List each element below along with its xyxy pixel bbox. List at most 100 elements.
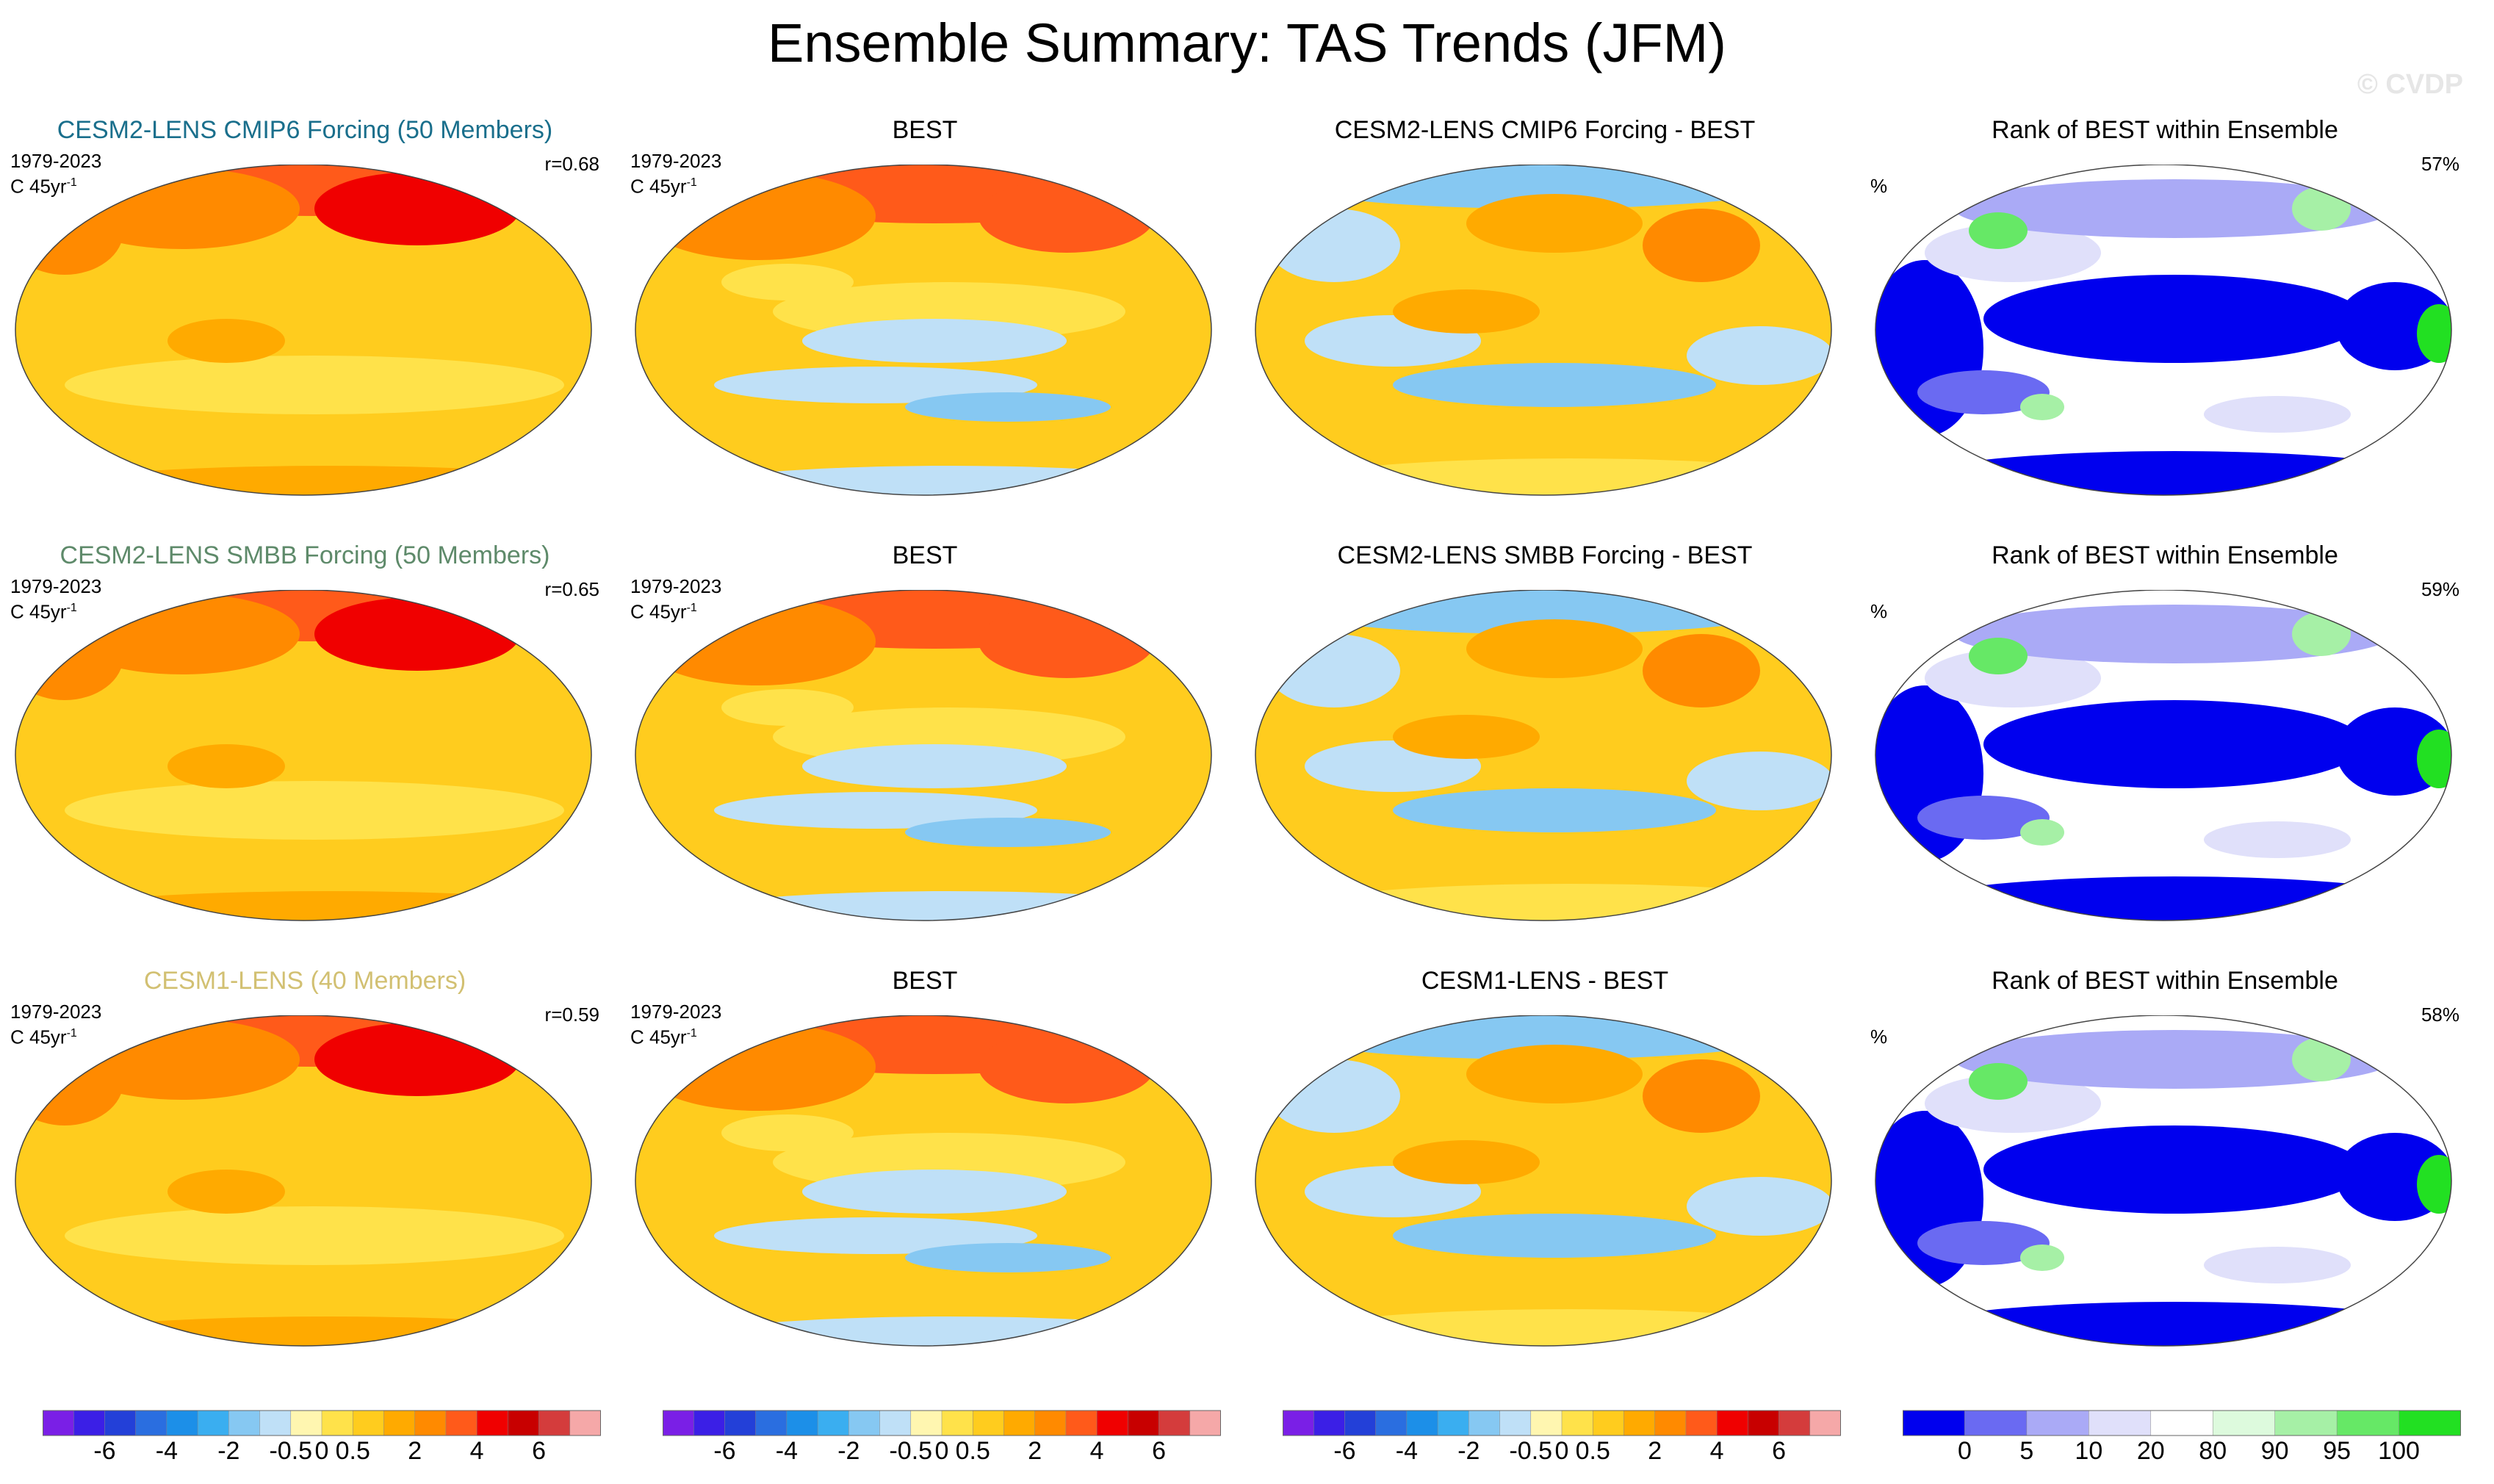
map-pattern-arctic-cool bbox=[1255, 165, 1831, 209]
map-pattern-atlantic-cool bbox=[1687, 752, 1831, 810]
map-pattern-green-patch-2 bbox=[2292, 612, 2351, 656]
colorbar-box bbox=[1499, 1410, 1532, 1436]
map-outline bbox=[1875, 590, 2452, 921]
map-pattern-indian-ocean bbox=[167, 1170, 285, 1214]
panel-model-row2: CESM2-LENS SMBB Forcing (50 Members) 197… bbox=[0, 541, 610, 953]
colorbar-tick-label: 6 bbox=[1152, 1437, 1167, 1465]
panel-title: CESM2-LENS SMBB Forcing - BEST bbox=[1337, 541, 1753, 569]
colorbar-tick-label: 0.5 bbox=[335, 1437, 370, 1465]
period-units-label: 1979-2023 C 45yr-1 bbox=[10, 1001, 101, 1048]
colorbar-box bbox=[508, 1410, 540, 1436]
colorbar-box bbox=[663, 1410, 694, 1436]
colorbar-box bbox=[2212, 1410, 2276, 1436]
map-outline bbox=[15, 165, 592, 496]
map-pattern-arctic-rank-mid bbox=[1954, 605, 2395, 663]
colorbar-frame bbox=[1903, 1410, 2461, 1436]
map-pattern-canada-warm bbox=[314, 1023, 520, 1096]
map-pattern-southern-band bbox=[65, 781, 564, 840]
colorbar-box bbox=[1065, 1410, 1098, 1436]
colorbar-box bbox=[228, 1410, 261, 1436]
panel-rank-row1: Rank of BEST within Ensemble % 57% bbox=[1860, 116, 2470, 527]
map-pattern-antarctic bbox=[50, 1316, 591, 1346]
colorbar-box bbox=[2150, 1410, 2213, 1436]
map-pattern-southern-band bbox=[65, 1206, 564, 1265]
period-units-label: 1979-2023 C 45yr-1 bbox=[630, 1001, 721, 1048]
units-exponent: -1 bbox=[66, 602, 77, 614]
colorbar-tick-label: -4 bbox=[1395, 1437, 1418, 1465]
colorbar-tick-label: 2 bbox=[408, 1437, 422, 1465]
panel-model-row3: CESM1-LENS (40 Members) 1979-2023 C 45yr-… bbox=[0, 967, 610, 1378]
colorbar-box bbox=[724, 1410, 757, 1436]
colorbar-box bbox=[352, 1410, 385, 1436]
colorbar-frame bbox=[663, 1410, 1221, 1436]
map-pattern-southern-band bbox=[1275, 458, 1831, 495]
colorbar-tick-label: -6 bbox=[93, 1437, 116, 1465]
units-label: C 45yr bbox=[10, 175, 67, 198]
colorbar-tick-label: -0.5 bbox=[1509, 1437, 1553, 1465]
map-obs-row2 bbox=[635, 590, 1212, 921]
colorbar-box bbox=[476, 1410, 509, 1436]
panel-model-row1: CESM2-LENS CMIP6 Forcing (50 Members) 19… bbox=[0, 116, 610, 527]
map-pattern-southern-band bbox=[1275, 1309, 1831, 1346]
panel-title: Rank of BEST within Ensemble bbox=[1992, 541, 2338, 569]
panel-title: CESM2-LENS CMIP6 Forcing (50 Members) bbox=[57, 116, 553, 144]
map-pattern-pacific-warm bbox=[1466, 194, 1643, 253]
colorbar-box bbox=[1654, 1410, 1687, 1436]
map-pattern-maritime-warm bbox=[1393, 1140, 1540, 1184]
colorbar-tick-label: 20 bbox=[2136, 1437, 2165, 1465]
period-units-label: 1979-2023 C 45yr-1 bbox=[630, 150, 721, 198]
colorbar-box bbox=[1623, 1410, 1656, 1436]
map-pattern-south-pacific-cool bbox=[1393, 1214, 1716, 1258]
panel-obs-row3: BEST 1979-2023 C 45yr-1 bbox=[620, 967, 1230, 1378]
map-pattern-europe-warm bbox=[15, 1037, 123, 1125]
map-pattern-indian-ocean bbox=[167, 744, 285, 788]
units-label: C 45yr bbox=[630, 600, 687, 623]
map-pattern-asia-rank-mid bbox=[1925, 223, 2101, 282]
colorbar-box bbox=[1375, 1410, 1408, 1436]
colorbar-box bbox=[290, 1410, 322, 1436]
colorbar-box bbox=[1468, 1410, 1501, 1436]
colorbar-box bbox=[1809, 1410, 1841, 1436]
map-outline bbox=[1875, 1015, 2452, 1347]
panel-diff-row3: CESM1-LENS - BEST bbox=[1240, 967, 1850, 1378]
colorbar-frame bbox=[1283, 1410, 1841, 1436]
colorbar-box bbox=[1128, 1410, 1160, 1436]
colorbar-box bbox=[941, 1410, 973, 1436]
colorbar-box bbox=[2274, 1410, 2338, 1436]
colorbar-box bbox=[2399, 1410, 2461, 1436]
rank-percent: 57% bbox=[2421, 153, 2459, 175]
panel-rank-row3: Rank of BEST within Ensemble % 58% bbox=[1860, 967, 2470, 1378]
map-pattern-asia-cool bbox=[1268, 634, 1400, 707]
colorbar-box bbox=[910, 1410, 943, 1436]
colorbar-tick-label: 0.5 bbox=[1575, 1437, 1610, 1465]
map-pattern-green-patch-3 bbox=[2417, 1155, 2451, 1214]
map-rank-row2 bbox=[1875, 590, 2452, 921]
map-pattern-canada-warm bbox=[314, 597, 520, 671]
colorbar-tick-label: -0.5 bbox=[889, 1437, 933, 1465]
map-pattern-indian-rank-mid bbox=[1917, 796, 2050, 840]
panel-diff-row1: CESM2-LENS CMIP6 Forcing - BEST bbox=[1240, 116, 1850, 527]
colorbar-box bbox=[693, 1410, 726, 1436]
colorbar-tick-label: 0.5 bbox=[955, 1437, 990, 1465]
colorbar-tick-label: -4 bbox=[155, 1437, 178, 1465]
map-outline bbox=[15, 590, 592, 921]
colorbar-box bbox=[1685, 1410, 1718, 1436]
colorbar-box bbox=[1964, 1410, 2028, 1436]
units-exponent: -1 bbox=[686, 602, 697, 614]
map-outline bbox=[635, 590, 1212, 921]
colorbar-box bbox=[1189, 1410, 1221, 1436]
rank-percent: 59% bbox=[2421, 578, 2459, 600]
colorbar-box bbox=[879, 1410, 912, 1436]
map-pattern-green-patch-1 bbox=[1969, 638, 2028, 674]
colorbar-box bbox=[848, 1410, 881, 1436]
panel-title: Rank of BEST within Ensemble bbox=[1992, 116, 2338, 144]
colorbar-tick-label: 0 bbox=[1957, 1437, 1972, 1465]
map-pattern-canada-warm bbox=[1643, 209, 1760, 282]
map-pattern-atlantic-cool bbox=[1687, 1177, 1831, 1236]
colorbar-tick-label: 80 bbox=[2199, 1437, 2227, 1465]
map-obs-row1 bbox=[635, 165, 1212, 496]
colorbar-tick-label: 6 bbox=[532, 1437, 547, 1465]
colorbar-tick-label: -0.5 bbox=[269, 1437, 313, 1465]
rank-percent: 58% bbox=[2421, 1004, 2459, 1026]
units-label: C 45yr bbox=[630, 1026, 687, 1048]
